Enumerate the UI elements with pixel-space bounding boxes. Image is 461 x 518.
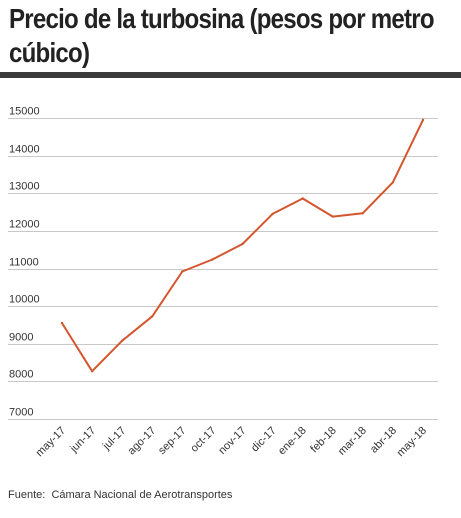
y-tick-label: 12000 <box>9 219 40 231</box>
x-tick-label: sep-17 <box>156 425 188 457</box>
source-label: Fuente: <box>8 489 46 501</box>
data-point <box>271 212 274 216</box>
data-point <box>391 181 395 184</box>
y-tick-label: 15000 <box>9 106 40 118</box>
data-point <box>60 321 64 325</box>
data-point <box>301 197 304 200</box>
y-tick-label: 7000 <box>9 407 33 419</box>
data-point <box>121 339 124 342</box>
series-line <box>61 118 424 373</box>
data-point <box>211 258 214 261</box>
chart-title: Precio de la turbosina (pesos por metro … <box>9 3 435 68</box>
data-point <box>90 370 94 373</box>
x-tick-label: dic-17 <box>249 425 279 455</box>
y-tick-label: 14000 <box>9 144 40 156</box>
y-tick-label: 11000 <box>9 257 39 269</box>
series-lines <box>60 118 425 373</box>
y-tick-label: 10000 <box>9 294 40 306</box>
y-tick-label: 13000 <box>9 181 40 193</box>
x-tick-label: may-17 <box>34 425 68 459</box>
x-tick-label: oct-17 <box>188 425 218 455</box>
x-tick-label: feb-18 <box>308 425 339 456</box>
x-tick-label: may-18 <box>395 425 429 459</box>
x-tick-label: nov-17 <box>216 425 248 457</box>
grid-lines <box>8 118 438 420</box>
y-axis-ticks: 7000 8000 9000 10000 11000 12000 13000 14000 150… <box>9 106 40 419</box>
y-tick-label: 8000 <box>9 369 33 381</box>
x-tick-label: jul-17 <box>100 425 128 453</box>
data-point <box>151 315 154 318</box>
x-tick-label: jun-17 <box>67 425 98 456</box>
data-point <box>181 270 184 273</box>
x-tick-label: mar-18 <box>336 425 369 458</box>
x-tick-label: ene-18 <box>276 425 309 458</box>
source-note: Fuente: Cámara Nacional de Aerotransport… <box>8 489 232 501</box>
source-text: Cámara Nacional de Aerotransportes <box>51 489 233 501</box>
data-point <box>331 215 334 218</box>
data-point <box>241 242 244 246</box>
data-point <box>421 118 425 122</box>
title-divider <box>0 72 461 78</box>
x-tick-label: ago-17 <box>126 425 159 458</box>
y-tick-label: 9000 <box>9 332 33 344</box>
data-point <box>361 212 364 215</box>
